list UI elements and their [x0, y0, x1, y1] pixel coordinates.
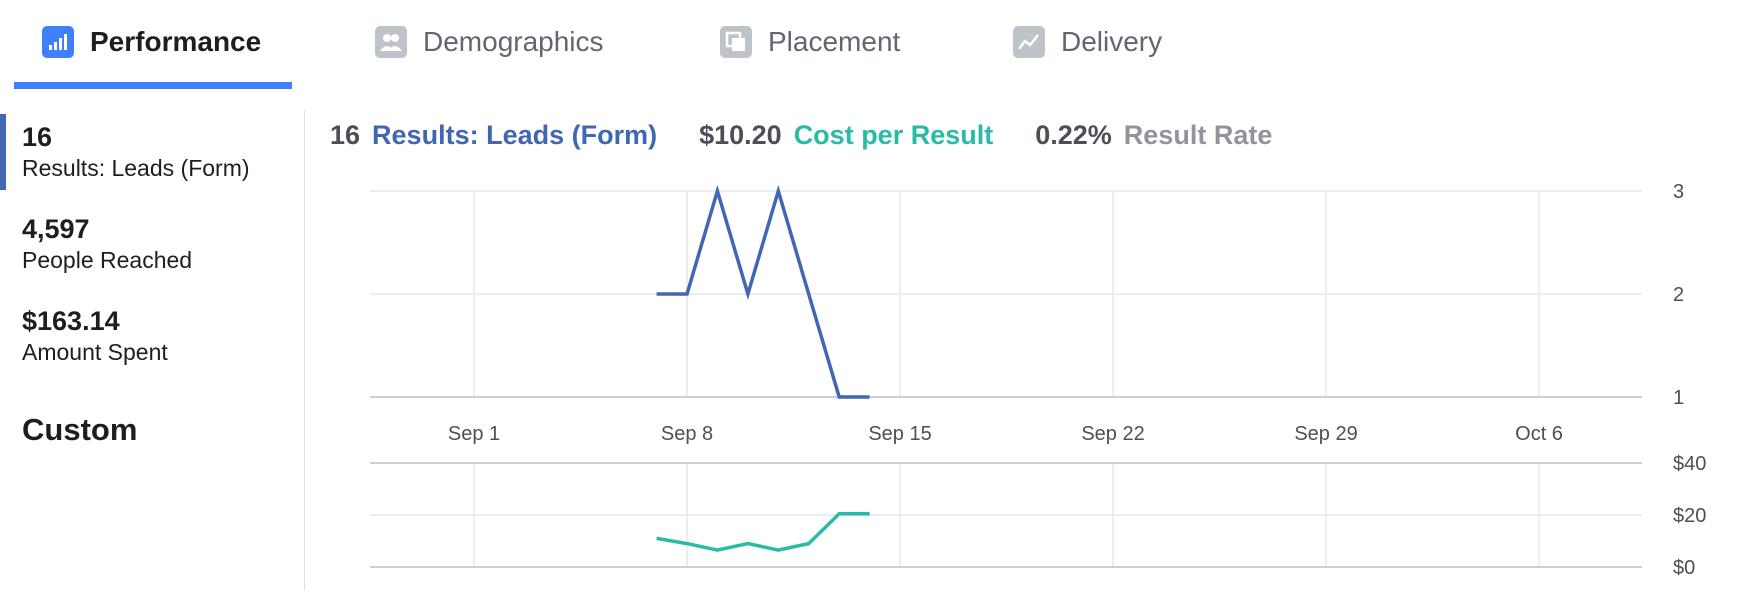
metric-value: 16: [22, 122, 53, 152]
y-tick-label: $40: [1673, 453, 1706, 475]
selected-metric-indicator: [0, 114, 6, 190]
metric-amount-spent[interactable]: $163.14 Amount Spent: [22, 306, 168, 366]
y-tick-label: 3: [1673, 181, 1684, 203]
tab-label: Performance: [90, 26, 262, 57]
tab-performance[interactable]: Performance: [42, 22, 261, 62]
results-label[interactable]: Results: Leads (Form): [372, 120, 658, 150]
tab-placement[interactable]: Placement: [720, 22, 900, 62]
people-icon: [375, 26, 407, 58]
delivery-trend-icon: [1013, 26, 1045, 58]
metric-people-reached[interactable]: 4,597 People Reached: [22, 214, 192, 274]
results-value: 16: [330, 120, 361, 150]
tab-label: Demographics: [423, 26, 604, 57]
metric-label: People Reached: [22, 247, 193, 273]
x-tick-label: Oct 6: [1515, 423, 1563, 445]
y-tick-label: 2: [1673, 284, 1684, 306]
cost-series-line: [656, 511, 870, 552]
tab-label: Placement: [768, 26, 901, 57]
x-tick-label: Sep 8: [661, 423, 713, 445]
metric-label: Results: Leads (Form): [22, 155, 250, 181]
x-tick-label: Sep 15: [868, 423, 931, 445]
cost-label[interactable]: Cost per Result: [793, 120, 994, 150]
tab-delivery[interactable]: Delivery: [1013, 22, 1162, 62]
x-tick-label: Sep 1: [448, 423, 500, 445]
results-series-line: [656, 184, 870, 399]
tab-bar: Performance Demographics Placement: [0, 0, 1748, 92]
x-tick-label: Sep 22: [1081, 423, 1144, 445]
rate-label[interactable]: Result Rate: [1123, 120, 1273, 150]
x-tick-label: Sep 29: [1294, 423, 1357, 445]
cost-value: $10.20: [699, 120, 782, 150]
tab-label: Delivery: [1061, 26, 1163, 57]
metric-results[interactable]: 16 Results: Leads (Form): [22, 122, 250, 182]
custom-metrics-heading[interactable]: Custom: [22, 412, 138, 447]
y-tick-label: $0: [1673, 557, 1695, 579]
panel-divider: [304, 110, 305, 590]
rate-value: 0.22%: [1035, 120, 1112, 150]
bar-chart-icon: [42, 26, 74, 58]
metric-value: $163.14: [22, 306, 120, 336]
metric-value: 4,597: [22, 214, 90, 244]
y-tick-label: $20: [1673, 505, 1706, 527]
placement-icon: [720, 26, 752, 58]
chart-summary: 16 Results: Leads (Form) $10.20 Cost per…: [330, 120, 1314, 156]
active-tab-indicator: [14, 82, 292, 89]
y-tick-label: 1: [1673, 387, 1684, 409]
tab-demographics[interactable]: Demographics: [375, 22, 604, 62]
metric-label: Amount Spent: [22, 339, 168, 365]
